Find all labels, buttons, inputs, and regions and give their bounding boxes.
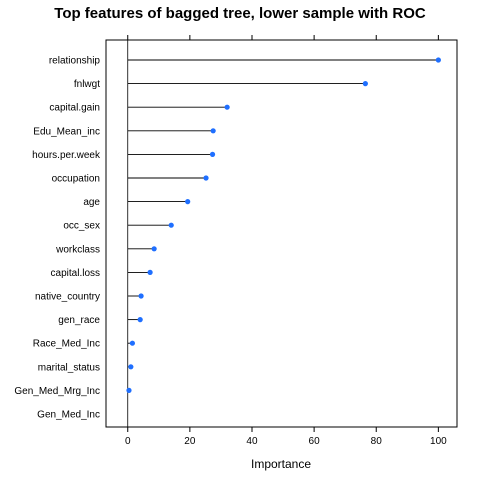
x-axis-label: Importance xyxy=(251,457,311,471)
x-tick-label: 0 xyxy=(125,436,131,447)
data-point xyxy=(435,57,441,63)
x-tick-label: 20 xyxy=(184,436,196,447)
x-tick-label: 80 xyxy=(371,436,383,447)
plot-frame xyxy=(105,39,458,428)
category-label: hours.per.week xyxy=(32,150,101,161)
x-axis-tick-labels: 0 20 40 60 80 100 xyxy=(125,436,447,447)
data-point xyxy=(210,128,216,134)
data-point xyxy=(362,81,368,87)
points xyxy=(126,57,441,393)
data-point xyxy=(185,199,191,205)
chart-title: Top features of bagged tree, lower sampl… xyxy=(54,5,426,22)
category-label: capital.gain xyxy=(49,103,100,114)
x-axis-bottom-ticks xyxy=(127,427,439,432)
data-point xyxy=(137,317,143,323)
data-point xyxy=(151,246,157,252)
data-point xyxy=(128,364,134,370)
category-label: capital.loss xyxy=(51,268,100,279)
stems xyxy=(127,59,439,391)
data-point xyxy=(203,175,209,181)
category-label: fnlwgt xyxy=(74,79,100,90)
category-label: Gen_Med_Mrg_Inc xyxy=(14,386,100,397)
category-label: Gen_Med_Inc xyxy=(37,410,100,421)
x-tick-label: 40 xyxy=(246,436,258,447)
category-label: workclass xyxy=(55,244,100,255)
data-point xyxy=(138,293,144,299)
x-axis-top-ticks xyxy=(127,35,439,40)
category-label: occupation xyxy=(52,174,100,185)
category-label: marital_status xyxy=(38,362,100,373)
category-label: native_country xyxy=(35,292,100,303)
data-point xyxy=(147,269,153,275)
data-point xyxy=(129,340,136,346)
category-label: age xyxy=(83,197,100,208)
category-label: Edu_Mean_inc xyxy=(33,126,100,137)
category-labels: relationship fnlwgt capital.gain Edu_Mean_i… xyxy=(14,56,101,421)
data-point xyxy=(209,151,216,157)
category-label: Race_Med_Inc xyxy=(33,339,100,350)
x-tick-label: 60 xyxy=(309,436,321,447)
data-point xyxy=(168,222,174,228)
category-label: relationship xyxy=(49,56,101,67)
category-label: gen_race xyxy=(58,315,100,326)
category-label: occ_sex xyxy=(63,221,100,232)
x-tick-label: 100 xyxy=(430,436,447,447)
data-point xyxy=(224,104,230,110)
data-point xyxy=(126,387,132,393)
